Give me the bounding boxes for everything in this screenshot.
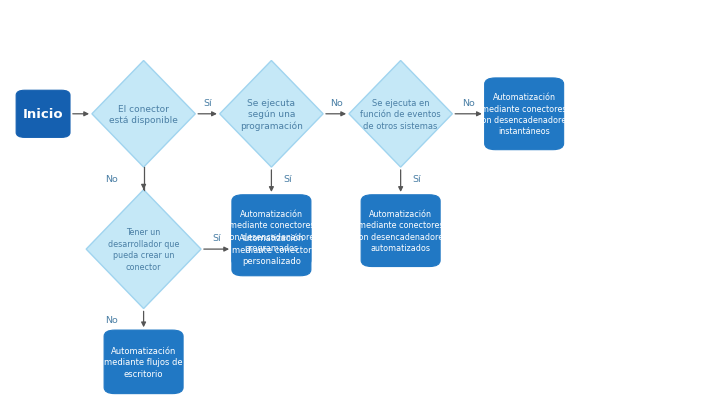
Text: Sí: Sí xyxy=(203,99,212,108)
FancyBboxPatch shape xyxy=(17,91,70,138)
Polygon shape xyxy=(86,190,201,309)
Text: No: No xyxy=(105,175,118,183)
FancyBboxPatch shape xyxy=(232,196,311,267)
Text: No: No xyxy=(462,99,475,108)
Text: Se ejecuta en
función de eventos
de otros sistemas: Se ejecuta en función de eventos de otro… xyxy=(360,99,441,130)
Text: Automatización
mediante flujos de
escritorio: Automatización mediante flujos de escrit… xyxy=(104,346,183,378)
FancyBboxPatch shape xyxy=(104,330,183,393)
Text: Automatización
mediante conectores
con desencadenadores
programados: Automatización mediante conectores con d… xyxy=(225,209,318,253)
Polygon shape xyxy=(92,61,195,168)
Text: Sí: Sí xyxy=(412,175,421,184)
Polygon shape xyxy=(220,61,323,168)
Text: Automatización
mediante conector
personalizado: Automatización mediante conector persona… xyxy=(232,234,311,265)
Text: Tener un
desarrollador que
pueda crear un
conector: Tener un desarrollador que pueda crear u… xyxy=(108,228,180,271)
Text: Automatización
mediante conectores
con desencadenadores
automatizados: Automatización mediante conectores con d… xyxy=(354,209,447,253)
Text: Se ejecuta
según una
programación: Se ejecuta según una programación xyxy=(240,98,303,131)
FancyBboxPatch shape xyxy=(232,223,311,276)
Text: El conector
está disponible: El conector está disponible xyxy=(109,104,178,125)
Text: Inicio: Inicio xyxy=(23,108,63,121)
Text: No: No xyxy=(105,315,118,324)
FancyBboxPatch shape xyxy=(361,196,440,267)
FancyBboxPatch shape xyxy=(485,79,564,151)
Polygon shape xyxy=(349,61,452,168)
Text: Sí: Sí xyxy=(212,234,221,243)
Text: Automatización
mediante conectores
con desencadenadores
instantáneos: Automatización mediante conectores con d… xyxy=(477,93,571,136)
Text: No: No xyxy=(330,99,342,108)
Text: Sí: Sí xyxy=(283,175,292,184)
